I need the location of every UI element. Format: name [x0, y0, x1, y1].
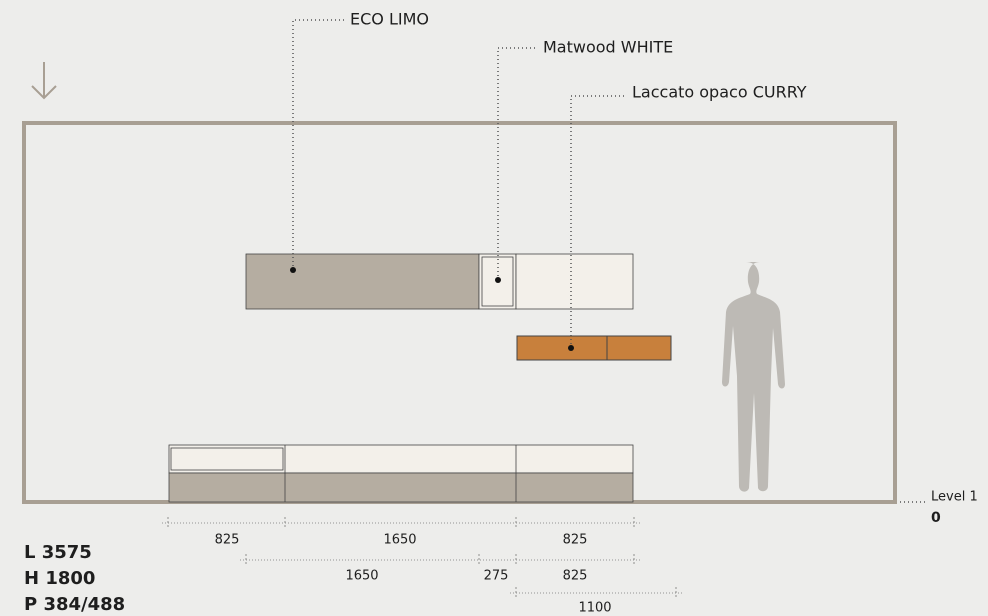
- base-bottom: [168, 472, 634, 503]
- leader-eco: [292, 19, 345, 270]
- leader-dot: [568, 345, 574, 351]
- dim-label: 825: [563, 569, 588, 584]
- dim-label: 1650: [383, 533, 416, 548]
- dim-label: 825: [215, 533, 240, 548]
- material-label: Matwood WHITE: [543, 38, 673, 57]
- base-top: [168, 444, 634, 474]
- material-label: ECO LIMO: [350, 10, 429, 29]
- leader-dot: [290, 267, 296, 273]
- human-silhouette: [722, 262, 785, 492]
- dim-ticks: [515, 587, 677, 599]
- curry-unit: [516, 335, 672, 361]
- dim-label: 825: [563, 533, 588, 548]
- base-drawer: [170, 447, 284, 471]
- leader-matwood: [497, 47, 538, 280]
- dim-label: 1650: [345, 569, 378, 584]
- spec: H 1800: [24, 568, 95, 589]
- level-value: 0: [931, 510, 941, 526]
- leader-dot: [495, 277, 501, 283]
- dim-label: 275: [484, 569, 509, 584]
- leader-curry: [570, 95, 626, 348]
- dim-ticks: [167, 517, 635, 529]
- material-label: Laccato opaco CURRY: [632, 83, 807, 102]
- dim-ticks: [245, 554, 635, 566]
- matwood-door: [481, 256, 514, 307]
- level-label: Level 1: [931, 490, 978, 505]
- spec: L 3575: [24, 542, 92, 563]
- eco-limo-panel: [245, 253, 480, 310]
- white-panel: [515, 253, 634, 310]
- base-dividers: [284, 445, 517, 502]
- spec: P 384/488: [24, 594, 125, 615]
- down-arrow: [31, 62, 57, 100]
- dim-label: 1100: [578, 601, 611, 616]
